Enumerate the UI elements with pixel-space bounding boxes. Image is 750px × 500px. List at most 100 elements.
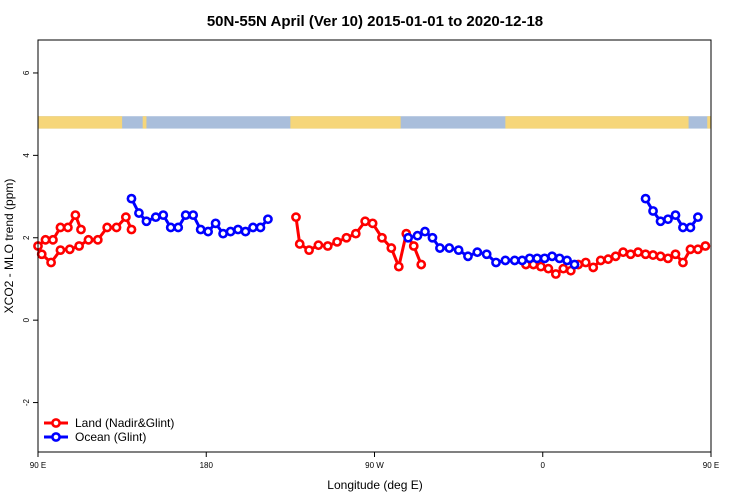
data-point (463, 251, 473, 262)
data-point (648, 250, 658, 260)
data-point (640, 193, 651, 204)
data-point (663, 253, 673, 264)
data-point (102, 222, 113, 233)
data-point (500, 255, 511, 266)
data-point (63, 222, 73, 233)
legend: Land (Nadir&Glint)Ocean (Glint) (44, 416, 174, 444)
data-point (83, 234, 94, 245)
data-point (558, 263, 569, 274)
x-tick-label: 90 E (30, 461, 46, 470)
data-point (648, 206, 658, 216)
data-point (46, 257, 56, 268)
data-point (195, 224, 206, 235)
plot-frame (37, 39, 712, 453)
data-point (248, 222, 258, 233)
data-point (562, 255, 572, 266)
map-band (38, 116, 711, 129)
data-point (188, 210, 199, 220)
y-tick-label: 0 (22, 317, 31, 322)
data-point (580, 257, 591, 268)
data-point (225, 226, 236, 237)
data-point (165, 222, 176, 233)
data-point (120, 212, 131, 223)
y-axis-ticks: -2 0 2 4 6 (22, 70, 38, 406)
x-tick-label: 90 W (365, 461, 384, 470)
data-point (700, 241, 711, 251)
data-point (55, 245, 66, 256)
data-point (420, 226, 430, 237)
map-band-land (290, 116, 401, 129)
data-point (294, 239, 305, 249)
data-point (158, 210, 169, 220)
legend-marker (51, 418, 61, 428)
data-point (403, 232, 414, 243)
map-band-land (38, 116, 123, 129)
map-band-land (142, 116, 147, 129)
data-point (610, 251, 621, 262)
data-point (595, 255, 606, 266)
data-point (693, 212, 703, 223)
data-point (64, 244, 75, 255)
series-ocean (126, 193, 703, 270)
x-tick-label: 180 (200, 461, 214, 470)
data-point (678, 257, 688, 268)
data-point (569, 259, 580, 270)
data-point (509, 255, 520, 266)
series-layer (33, 193, 711, 279)
data-point (517, 255, 528, 266)
data-point (481, 249, 492, 260)
data-point (111, 222, 122, 233)
x-axis-ticks: 90 E 180 90 W 0 90 E (30, 452, 719, 470)
data-point (663, 214, 673, 225)
data-point (588, 262, 599, 273)
data-point (633, 247, 643, 258)
data-point (412, 230, 423, 241)
data-point (240, 226, 251, 237)
y-tick-label: 6 (22, 70, 31, 75)
data-point (291, 212, 301, 223)
data-point (550, 269, 561, 279)
data-point (367, 218, 378, 229)
data-point (210, 218, 221, 229)
series-line (294, 216, 423, 272)
data-point (453, 245, 464, 256)
y-tick-label: -2 (22, 398, 31, 406)
data-point (386, 243, 397, 253)
data-point (543, 263, 554, 274)
y-axis-label: XCO2 - MLO trend (ppm) (2, 179, 16, 314)
y-tick-label: 4 (22, 153, 31, 158)
data-point (393, 261, 404, 272)
data-point (322, 241, 333, 251)
data-point (126, 193, 137, 204)
data-point (126, 224, 137, 235)
data-point (304, 245, 314, 256)
data-point (360, 216, 371, 227)
data-point (535, 261, 546, 272)
data-point (603, 254, 614, 265)
legend-label: Land (Nadir&Glint) (75, 416, 174, 430)
data-point (655, 251, 666, 262)
data-point (532, 253, 543, 264)
data-point (435, 243, 445, 253)
data-point (332, 236, 343, 247)
data-point (313, 240, 324, 251)
data-point (76, 224, 86, 235)
map-band-land (505, 116, 689, 129)
data-point (670, 210, 681, 220)
data-point (377, 232, 387, 243)
legend-label: Ocean (Glint) (75, 430, 146, 444)
data-point (180, 210, 191, 220)
data-point (693, 244, 703, 255)
data-point (678, 222, 688, 233)
data-point (685, 222, 696, 233)
data-point (408, 241, 419, 251)
map-band-land (707, 116, 711, 129)
series-land (33, 210, 711, 279)
data-point (618, 247, 629, 258)
data-point (218, 228, 228, 239)
data-point (472, 247, 483, 258)
data-point (491, 257, 501, 268)
x-tick-label: 0 (541, 461, 546, 470)
data-point (40, 234, 51, 245)
